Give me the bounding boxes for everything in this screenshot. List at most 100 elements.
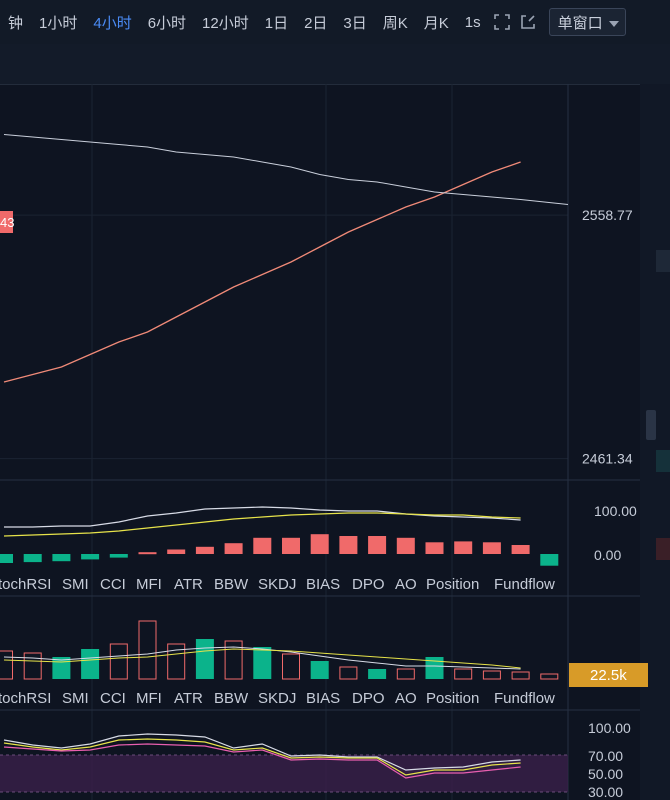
- osc-bar-16: [454, 541, 473, 554]
- indicator2-tab-8: DPO: [352, 690, 385, 707]
- timeframe-list: 钟 1小时 4小时 6小时 12小时 1日 2日 3日 周K 月K 1s: [0, 12, 489, 33]
- chart-canvas[interactable]: 3040.15 →43 tochRSI SMI CCI MFI ATR BBW SKDJ BI…: [0, 84, 670, 800]
- osc-bar-11: [310, 534, 329, 554]
- timeframe-2[interactable]: 4小时: [93, 14, 132, 32]
- timeframe-10[interactable]: 1s: [464, 13, 481, 31]
- side-marker-2: [656, 450, 670, 472]
- left-price-tag: [0, 211, 13, 233]
- timeframe-3[interactable]: 6小时: [147, 14, 187, 32]
- indicator-tab-6: SKDJ: [258, 576, 296, 593]
- vol-bar-13: [368, 669, 387, 679]
- osc-bar-1: [23, 554, 42, 563]
- popout-icon[interactable]: [519, 13, 537, 31]
- collapse-handle[interactable]: [646, 410, 656, 440]
- osc-bar-5: [138, 552, 157, 555]
- window-mode-select[interactable]: 单窗口: [548, 8, 626, 36]
- vol-bar-4: [109, 643, 128, 680]
- ind3-label-1: 70.00: [588, 748, 623, 764]
- indicator-tab-8: DPO: [352, 576, 385, 593]
- volume-tag: [569, 663, 648, 687]
- vol-white-line: [3, 646, 521, 670]
- vol-bar-8: [224, 640, 243, 680]
- indicator-panel-1: tochRSI SMI CCI MFI ATR BBW SKDJ BIAS DPO AO Posit…: [0, 506, 559, 593]
- side-marker-1: [656, 250, 670, 272]
- osc-bar-9: [253, 537, 272, 554]
- vol-yellow-line: [3, 648, 521, 669]
- timeframe-8[interactable]: 周K: [382, 14, 408, 32]
- vol-bar-1: [23, 652, 42, 680]
- vol-bar-11: [310, 661, 329, 679]
- timeframe-1[interactable]: 1小时: [39, 14, 78, 32]
- indicator-tab-10: Position: [426, 576, 479, 593]
- fullscreen-icon[interactable]: [493, 13, 511, 31]
- vol-bar-10: [282, 653, 300, 680]
- indicator-tab-1: SMI: [62, 576, 89, 593]
- vol-bar-14: [396, 668, 415, 680]
- ind3-label-0: 100.00: [588, 720, 631, 736]
- osc-bar-17: [482, 542, 501, 554]
- vol-bar-6: [167, 643, 186, 680]
- osc-bar-12: [339, 536, 358, 554]
- vol-bar-9: [253, 647, 272, 679]
- osc-bar-14: [396, 537, 415, 554]
- timeframe-0[interactable]: 钟: [8, 14, 24, 32]
- indicator2-tab-2: CCI: [100, 690, 126, 707]
- vol-bar-18: [511, 671, 530, 680]
- ind3-label-3: 30.00: [588, 784, 623, 800]
- price-axis: 2988.662874.852765.382660.072558.772461.…: [569, 207, 648, 800]
- vol-bar-17: [482, 670, 501, 680]
- price-label-4: 2558.77: [582, 207, 633, 223]
- long-salmon-line: [3, 161, 521, 383]
- price-label-5: 2461.34: [582, 451, 633, 467]
- ind1-label-0: 100.00: [594, 503, 637, 519]
- ind3-label-2: 50.00: [588, 766, 623, 782]
- vol-bar-12: [339, 666, 358, 680]
- vol-bar-0: [0, 650, 13, 680]
- indicator-panel-2: tochRSI SMI CCI MFI ATR BBW SKDJ BIAS DPO AO Posit…: [0, 620, 559, 707]
- indicator-tab-11: Fundflow: [494, 576, 555, 593]
- osc-bar-4: [109, 554, 128, 558]
- indicator-panel-3: [0, 733, 568, 793]
- moving-averages: [3, 134, 569, 383]
- vol-bar-7: [195, 639, 214, 679]
- osc-bar-19: [540, 554, 559, 566]
- osc-bar-15: [425, 542, 444, 554]
- timeframe-6[interactable]: 2日: [304, 14, 328, 32]
- timeframe-4[interactable]: 12小时: [202, 14, 249, 32]
- indicator-tab-9: AO: [395, 576, 417, 593]
- osc-bar-7: [195, 546, 214, 554]
- osc-bar-10: [282, 537, 300, 554]
- timeframe-9[interactable]: 月K: [423, 14, 449, 32]
- osc-bar-3: [81, 554, 100, 560]
- indicator-tab-7: BIAS: [306, 576, 340, 593]
- indicator2-tab-4: ATR: [174, 690, 203, 707]
- osc-yellow-line: [3, 512, 521, 537]
- timeframe-5[interactable]: 1日: [264, 14, 289, 32]
- rsi-white-line: [3, 733, 521, 771]
- window-mode-label: 单窗口: [557, 14, 603, 32]
- indicator-tab-2: CCI: [100, 576, 126, 593]
- volume-tag-text: 22.5k: [590, 667, 627, 684]
- indicator2-tab-7: BIAS: [306, 690, 340, 707]
- indicator2-tab-6: SKDJ: [258, 690, 296, 707]
- timeframe-7[interactable]: 3日: [343, 14, 367, 32]
- vol-bar-5: [138, 620, 157, 680]
- chevron-down-icon: [608, 14, 619, 31]
- rsi-overbought-zone: [0, 755, 568, 792]
- indicator2-tab-5: BBW: [214, 690, 249, 707]
- rsi-pink-line: [3, 743, 521, 779]
- osc-bar-8: [224, 543, 243, 554]
- indicator2-tab-10: Position: [426, 690, 479, 707]
- vol-bar-15: [425, 657, 444, 679]
- left-price-tag-text: 43: [0, 215, 14, 230]
- indicator-tab-3: MFI: [136, 576, 162, 593]
- osc-bar-6: [167, 549, 186, 554]
- indicator2-tab-1: SMI: [62, 690, 89, 707]
- osc-bar-13: [368, 536, 387, 554]
- candlestick-series: 3040.15 →43: [0, 211, 14, 233]
- osc-white-line: [4, 506, 521, 528]
- osc-bar-18: [511, 545, 530, 554]
- indicator-tab-5: BBW: [214, 576, 249, 593]
- osc-bar-2: [52, 554, 71, 562]
- chart-subtoolbar: [0, 44, 670, 85]
